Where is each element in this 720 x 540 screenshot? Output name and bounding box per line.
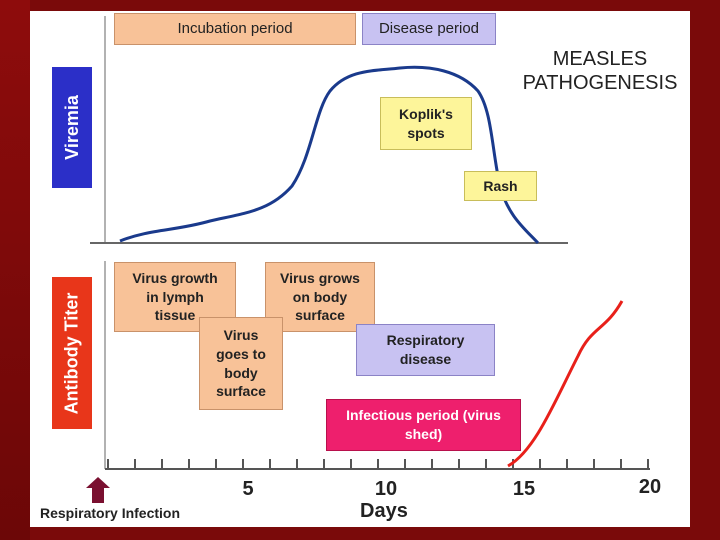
incubation-period-label: Incubation period [177,19,293,37]
infectious-period-box: Infectious period (virus shed) [326,399,521,451]
virus-body-surface-label: Virus goes to body surface [216,326,266,400]
respiratory-disease-box: Respiratory disease [356,324,495,376]
x-tick-label-15: 15 [512,478,536,500]
viremia-label-box: Viremia [52,67,92,188]
respiratory-disease-label: Respiratory disease [386,332,465,367]
x-tick-label-10: 10 [374,478,398,500]
x-tick-label-20: 20 [638,476,662,498]
rash-label: Rash [483,177,518,194]
disease-period-box: Disease period [362,13,496,45]
left-decorative-band [0,0,30,540]
virus-body-surface-box: Virus goes to body surface [199,317,283,410]
x-axis-ticks [107,459,649,469]
disease-period-label: Disease period [378,19,480,37]
infection-arrow [86,477,110,503]
koplik-spots-label: Koplik's spots [399,105,453,141]
viremia-label: Viremia [61,95,82,160]
x-tick-label-5: 5 [242,478,254,500]
antibody-titer-label: Antibody Titer [61,292,82,414]
koplik-spots-box: Koplik's spots [380,97,472,150]
virus-grows-surface-label: Virus grows on body surface [280,269,360,324]
incubation-period-box: Incubation period [114,13,356,45]
x-axis-title: Days [360,500,408,522]
diagram-title: MEASLES PATHOGENESIS [522,48,678,94]
respiratory-infection-label: Respiratory Infection [40,505,181,521]
infectious-period-label: Infectious period (virus shed) [346,407,501,442]
antibody-titer-curve [507,300,624,468]
diagram-graphics [86,16,650,503]
viremia-curve [119,65,540,245]
diagram-panel: Incubation period Disease period MEASLES… [30,11,690,527]
rash-box: Rash [464,171,537,201]
virus-grows-surface-box: Virus grows on body surface [265,262,375,332]
virus-growth-lymph-label: Virus growth in lymph tissue [132,269,218,324]
antibody-titer-label-box: Antibody Titer [52,277,92,429]
